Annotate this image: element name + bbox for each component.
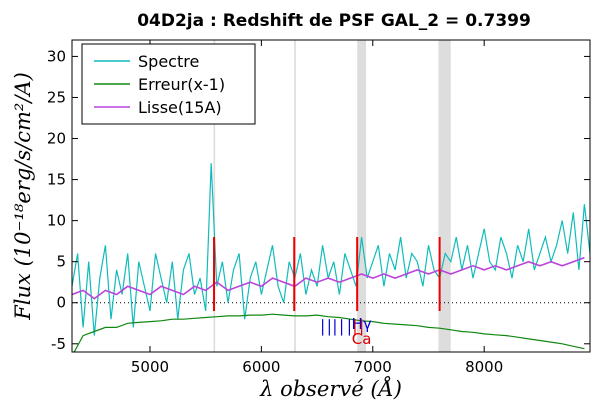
x-tick-label-2: 7000 [354,358,392,376]
y-tick-label-5: 20 [47,130,66,148]
telluric-band-0 [213,40,216,352]
line-label-1: Ca [352,330,372,348]
x-tick-label-3: 8000 [465,358,503,376]
axis-ticks: 5000 6000 7000 8000 -5 0 5 10 15 20 25 30 [47,40,590,376]
legend-label-spectre: Spectre [138,52,199,71]
series-line-0 [72,163,590,336]
x-axis-label: λ observé (Å) [259,376,402,400]
telluric-band-2 [357,40,367,352]
y-tick-label-7: 30 [47,47,66,65]
legend-label-erreur: Erreur(x-1) [138,75,225,94]
series-line-2 [72,256,585,300]
x-tick-label-1: 6000 [242,358,280,376]
x-tick-label-0: 5000 [131,358,169,376]
y-tick-label-6: 25 [47,88,66,106]
telluric-band-1 [294,40,296,352]
series-line-1 [73,313,585,352]
y-tick-label-4: 15 [47,171,66,189]
legend: Spectre Erreur(x-1) Lisse(15A) [81,43,256,125]
plot-frame [71,39,591,353]
legend-label-lisse: Lisse(15A) [138,98,222,117]
y-tick-label-3: 10 [47,212,66,230]
telluric-band-3 [438,40,451,352]
series-layer [72,163,590,352]
y-tick-label-0: -5 [51,335,66,353]
y-tick-label-2: 5 [56,253,66,271]
y-axis-label: Flux (10⁻¹⁸erg/s/cm²/A) [11,72,35,321]
y-tick-label-1: 0 [56,294,66,312]
telluric-bands [72,40,590,352]
chart-title: 04D2ja : Redshift de PSF GAL_2 = 0.7399 [137,11,531,31]
